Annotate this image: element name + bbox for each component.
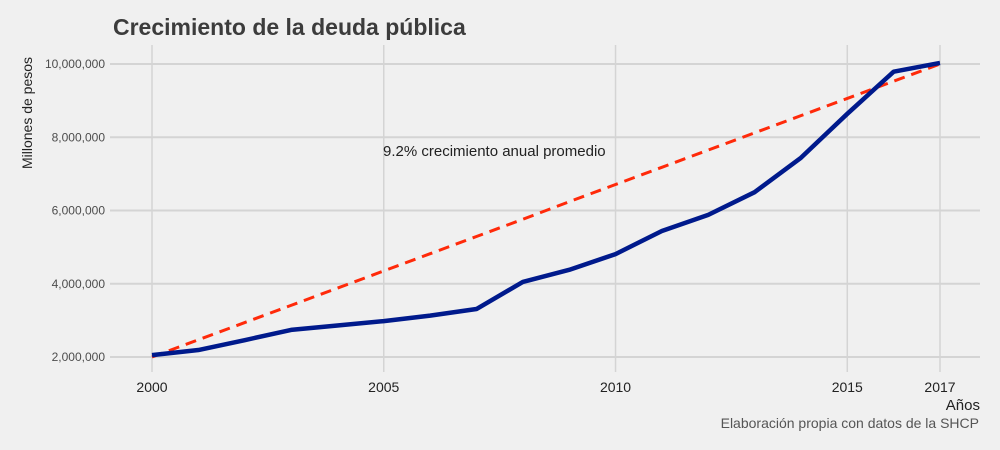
caption: Elaboración propia con datos de la SHCP [720, 415, 979, 431]
series [151, 60, 941, 359]
chart-title: Crecimiento de la deuda pública [113, 14, 466, 40]
annotation: 9.2% crecimiento anual promedio [383, 143, 606, 160]
series-deuda-line [151, 60, 941, 358]
series-tendencia-line [151, 62, 941, 359]
x-tick-label: 2010 [600, 379, 631, 395]
x-tick-label: 2017 [924, 379, 955, 395]
x-tick-label: 2005 [368, 379, 399, 395]
ticks: 2,000,000 4,000,000 6,000,000 8,000,000 10,0… [45, 57, 956, 395]
y-axis-label: Millones de pesos [19, 57, 35, 169]
x-tick-label: 2015 [832, 379, 863, 395]
x-tick-label: 2000 [136, 379, 167, 395]
y-tick-label: 2,000,000 [52, 350, 106, 364]
y-tick-label: 8,000,000 [52, 130, 106, 144]
y-tick-label: 6,000,000 [52, 204, 106, 218]
y-tick-label: 4,000,000 [52, 277, 106, 291]
x-axis-label: Años [946, 397, 980, 414]
y-tick-label: 10,000,000 [45, 57, 105, 71]
